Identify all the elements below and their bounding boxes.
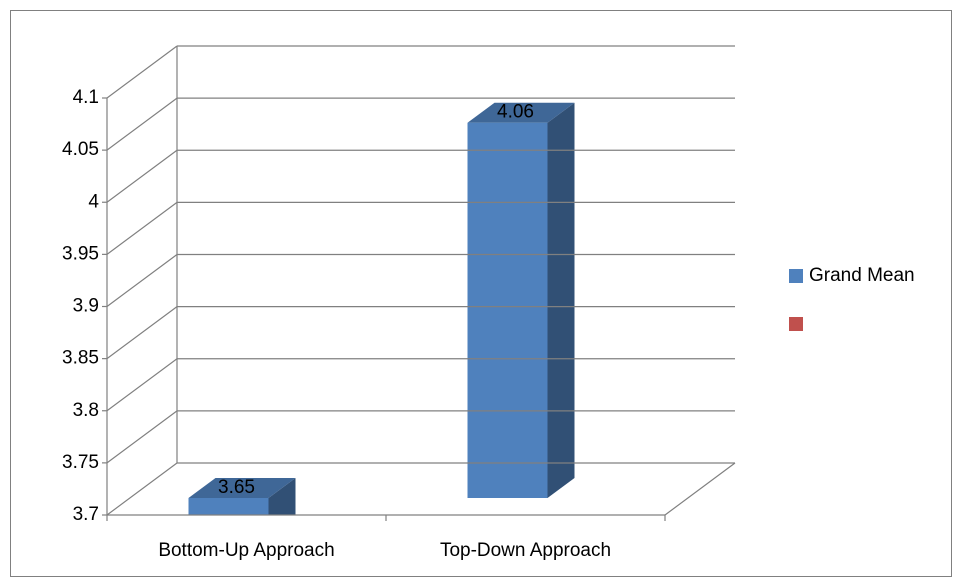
grid-line — [106, 306, 178, 360]
y-tick-label: 3.9 — [73, 296, 99, 317]
grid-line — [106, 358, 178, 412]
grid-line — [106, 45, 178, 99]
floor-edge — [664, 462, 736, 516]
legend-swatch — [789, 269, 803, 283]
data-label: 3.65 — [218, 477, 255, 498]
bar — [188, 498, 269, 515]
y-tick-label: 4.05 — [62, 139, 99, 160]
grid-line — [106, 149, 178, 203]
bar-top — [188, 478, 296, 498]
y-tick-label: 4.1 — [73, 87, 99, 108]
bar — [467, 122, 548, 498]
legend-label: Grand Mean — [809, 265, 915, 286]
y-tick-label: 3.95 — [62, 243, 99, 264]
bar-top — [467, 102, 575, 123]
grid-line — [106, 254, 178, 307]
grid-line — [106, 97, 178, 151]
plot-area — [188, 102, 575, 515]
y-tick-label: 3.7 — [73, 504, 99, 525]
y-tick-label: 4 — [88, 191, 99, 212]
x-tick-label: Top-Down Approach — [440, 540, 611, 561]
grid-line — [106, 201, 178, 255]
y-tick-label: 3.85 — [62, 348, 99, 369]
y-tick-label: 3.8 — [73, 400, 99, 421]
data-label: 4.06 — [497, 102, 534, 123]
bar-side — [268, 478, 296, 515]
x-tick-label: Bottom-Up Approach — [158, 540, 334, 561]
legend-swatch — [789, 317, 803, 331]
bar-side — [547, 102, 575, 498]
grid-line — [106, 410, 178, 464]
y-tick-label: 3.75 — [62, 452, 99, 473]
grid-line — [106, 462, 178, 516]
